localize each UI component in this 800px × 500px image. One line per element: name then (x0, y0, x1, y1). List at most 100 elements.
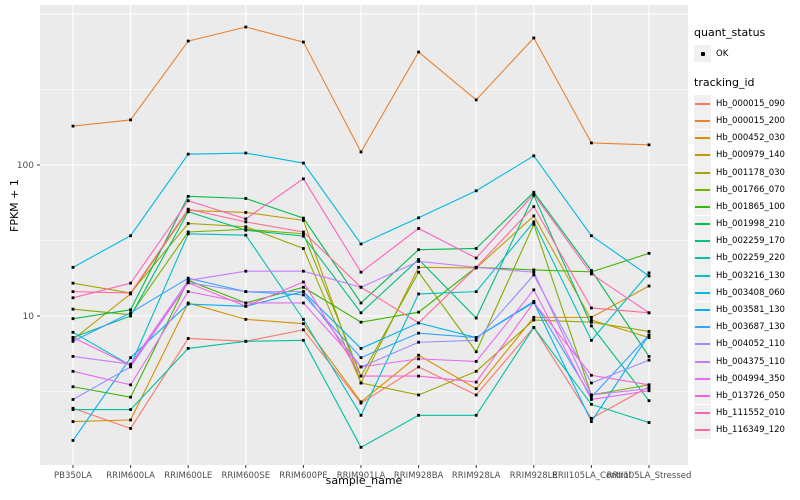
data-point (590, 315, 593, 319)
x-tick-label: RRIM928LE (510, 471, 558, 481)
data-point (590, 234, 593, 238)
data-point (244, 217, 248, 221)
legend-key-line-icon (694, 267, 711, 285)
data-point (359, 320, 363, 324)
data-point (302, 280, 305, 284)
legend-item: Hb_001766_070 (694, 181, 800, 199)
data-point (359, 374, 363, 378)
data-point (359, 150, 363, 154)
data-point (129, 281, 132, 285)
data-point (417, 248, 420, 252)
data-point (647, 143, 651, 147)
legend-item-label: Hb_002259_170 (716, 236, 785, 247)
data-point (590, 269, 593, 272)
data-point (244, 220, 248, 224)
legend-key-line-icon (694, 129, 711, 147)
data-point (417, 353, 420, 357)
data-point (186, 222, 190, 225)
data-point (302, 161, 305, 165)
data-point (532, 326, 536, 329)
data-point (647, 421, 651, 424)
data-point (129, 314, 132, 318)
data-point (129, 408, 132, 411)
data-point (532, 268, 536, 272)
data-point (532, 220, 536, 224)
data-point (129, 308, 132, 312)
data-point (186, 39, 190, 43)
data-point (417, 292, 420, 296)
legend-key-line-icon (694, 249, 711, 267)
data-point (474, 413, 478, 417)
legend-item-label: Hb_000452_030 (716, 133, 785, 144)
data-point (186, 232, 190, 236)
data-point (186, 347, 190, 350)
data-point (244, 233, 248, 237)
data-point (647, 389, 651, 393)
data-point (244, 151, 248, 155)
data-point (302, 230, 305, 234)
data-point (590, 306, 593, 310)
legend-key-line-icon (694, 404, 711, 422)
data-point (244, 25, 248, 29)
legend-item-label: Hb_004052_110 (716, 339, 785, 350)
x-tick-label: RRIM928LA (452, 471, 501, 481)
data-point (186, 279, 190, 282)
data-point (71, 265, 75, 269)
data-point (532, 315, 536, 319)
data-point (474, 350, 478, 354)
data-point (302, 285, 305, 289)
data-point (417, 310, 420, 314)
legend-item-label: Hb_000015_090 (716, 98, 785, 109)
data-point (302, 338, 305, 342)
data-point (359, 356, 363, 360)
data-point (474, 338, 478, 342)
data-point (302, 247, 305, 250)
data-point (186, 210, 190, 214)
data-point (532, 190, 536, 194)
data-point (647, 399, 651, 403)
data-point (244, 211, 248, 214)
data-point (590, 420, 593, 423)
legend-key-line-icon (694, 301, 711, 319)
data-point (590, 393, 593, 397)
data-point (532, 270, 536, 274)
legend-key-line-icon (694, 387, 711, 405)
data-point (590, 338, 593, 342)
data-point (186, 194, 190, 198)
legend-item: Hb_003581_130 (694, 301, 800, 319)
data-point (474, 290, 478, 294)
legend-item: Hb_003408_060 (694, 284, 800, 302)
legend-item-label: Hb_111552_010 (716, 408, 785, 419)
x-axis-title: sample_name (325, 474, 403, 487)
data-point (302, 177, 305, 181)
data-point (244, 290, 248, 294)
data-point (417, 331, 420, 335)
data-point (359, 365, 363, 369)
data-point (71, 317, 75, 321)
data-point (417, 393, 420, 397)
data-point (532, 301, 536, 304)
legend-item: Hb_111552_010 (694, 404, 800, 422)
data-point (532, 288, 536, 292)
legend-item: Hb_004375_110 (694, 353, 800, 371)
data-point (647, 251, 651, 255)
legend-key-line-icon (694, 198, 711, 216)
data-point (186, 207, 190, 211)
data-point (71, 330, 75, 334)
data-point (71, 307, 75, 311)
data-point (302, 322, 305, 326)
x-tick-label: RRII105LA_Control (552, 471, 631, 481)
data-point (71, 336, 75, 339)
legend-item: Hb_002259_220 (694, 249, 800, 267)
data-point (647, 333, 651, 337)
data-point (129, 291, 132, 295)
data-point (359, 270, 363, 274)
legend: quant_status OK tracking_id Hb_000015_09… (694, 26, 800, 439)
data-point (417, 413, 420, 417)
data-point (474, 256, 478, 260)
data-point (590, 318, 593, 322)
data-point (474, 387, 478, 391)
data-point (359, 445, 363, 449)
